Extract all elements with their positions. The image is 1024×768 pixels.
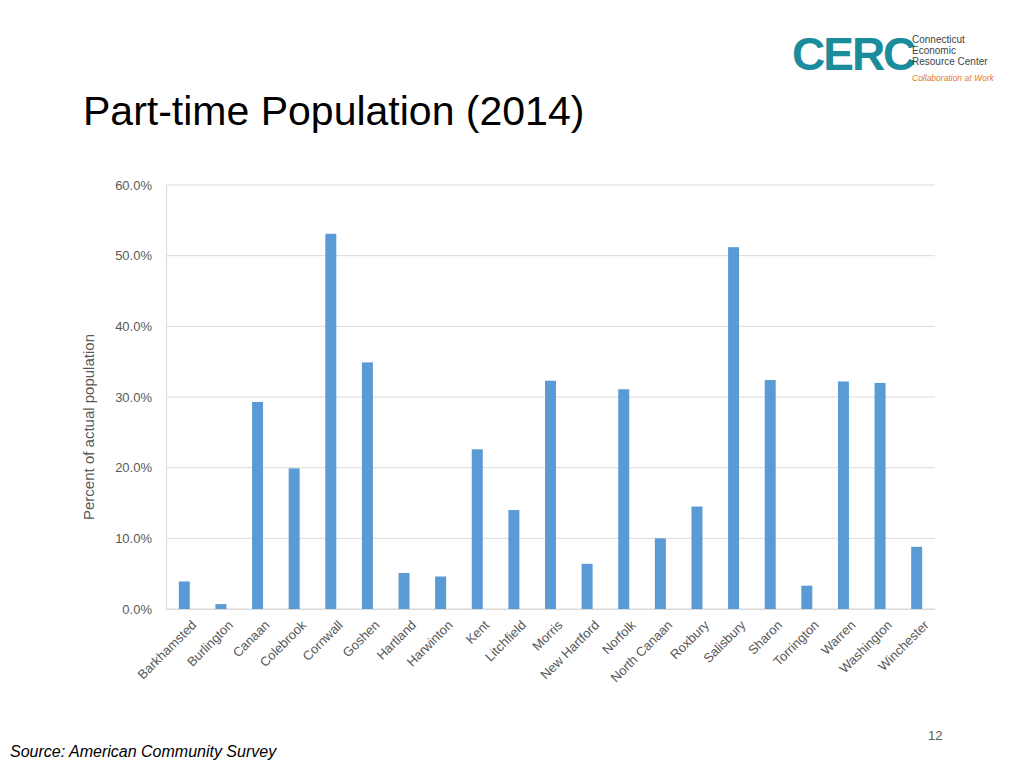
x-tick-label: Torrington [770, 617, 821, 668]
bar [655, 538, 666, 609]
y-tick: 50.0% [115, 248, 166, 263]
x-tick-label: New Hartford [537, 617, 602, 682]
y-axis-title: Percent of actual population [80, 334, 97, 520]
y-tick: 60.0% [115, 178, 166, 193]
x-tick: Harwinton [404, 609, 456, 669]
grid-line [166, 326, 935, 327]
bar [875, 383, 886, 609]
bars [179, 234, 922, 609]
x-tick-label: North Canaan [608, 617, 676, 685]
x-tick: Colebrook [257, 609, 310, 670]
x-tick-label: Kent [463, 617, 493, 647]
source: Source: American Community Survey [10, 743, 277, 760]
y-tick-label: 30.0% [115, 390, 152, 405]
org-name: Economic [912, 45, 956, 56]
y-tick: 20.0% [115, 460, 166, 475]
x-tick: Litchfield [482, 609, 529, 664]
x-axis: BarkhamstedBurlingtonCanaanColebrookCorn… [135, 609, 936, 685]
x-tick-label: Cornwall [299, 617, 345, 663]
bar [728, 247, 739, 609]
y-tick: 0.0% [122, 602, 166, 617]
x-tick: Salisbury [700, 609, 749, 666]
y-tick: 10.0% [115, 531, 166, 546]
x-tick-label: Barkhamsted [135, 617, 200, 682]
bar [838, 381, 849, 609]
bar [545, 381, 556, 609]
x-tick-label: Salisbury [700, 617, 749, 666]
org-name: Resource Center [912, 56, 988, 67]
x-tick: Cornwall [299, 609, 345, 664]
y-axis-line [166, 186, 167, 610]
title: Part-time Population (2014) [83, 88, 584, 134]
y-tick-label: 0.0% [122, 602, 152, 617]
bar [618, 389, 629, 609]
bar [325, 234, 336, 609]
bar [252, 402, 263, 609]
x-tick: Burlington [184, 609, 236, 669]
tagline: Collaboration at Work [912, 73, 994, 83]
page-number: 12 [928, 728, 942, 743]
y-axis: 0.0% 10.0% 20.0% 30.0% 40.0% 50.0% 60.0% [115, 178, 166, 617]
bar [362, 362, 373, 609]
bar [179, 581, 190, 609]
x-tick: North Canaan [608, 609, 676, 685]
y-tick-label: 60.0% [115, 178, 152, 193]
x-tick: Torrington [770, 609, 821, 669]
y-tick-label: 50.0% [115, 248, 152, 263]
bar [765, 380, 776, 609]
x-tick: Morris [529, 609, 565, 654]
bar [508, 510, 519, 609]
x-tick-label: Harwinton [404, 617, 456, 669]
x-tick: Barkhamsted [135, 609, 200, 682]
y-tick: 40.0% [115, 319, 166, 334]
slide: Part-time Population (2014) CERCConnectic… [0, 0, 1024, 768]
x-tick: Kent [463, 609, 493, 647]
y-tick: 30.0% [115, 390, 166, 405]
x-tick: Winchester [875, 609, 932, 674]
org-name: Connecticut [912, 34, 965, 45]
bar [289, 468, 300, 609]
y-tick-label: 10.0% [115, 531, 152, 546]
x-tick-label: Winchester [875, 617, 932, 674]
y-tick-label: 40.0% [115, 319, 152, 334]
bar [801, 586, 812, 609]
x-tick-label: Litchfield [482, 617, 529, 664]
logo: CERC [792, 28, 915, 80]
bar [215, 604, 226, 609]
bar [691, 507, 702, 609]
grid-line [166, 255, 935, 256]
y-tick-label: 20.0% [115, 460, 152, 475]
x-tick-label: Colebrook [257, 617, 310, 670]
bar [399, 573, 410, 609]
x-tick-label: Burlington [184, 617, 236, 669]
x-axis-line [167, 609, 936, 610]
grid-line [166, 185, 935, 186]
bar [435, 576, 446, 609]
grid [166, 185, 935, 609]
bar [911, 547, 922, 609]
bar [582, 564, 593, 609]
bar [472, 449, 483, 609]
x-tick: New Hartford [537, 609, 602, 682]
